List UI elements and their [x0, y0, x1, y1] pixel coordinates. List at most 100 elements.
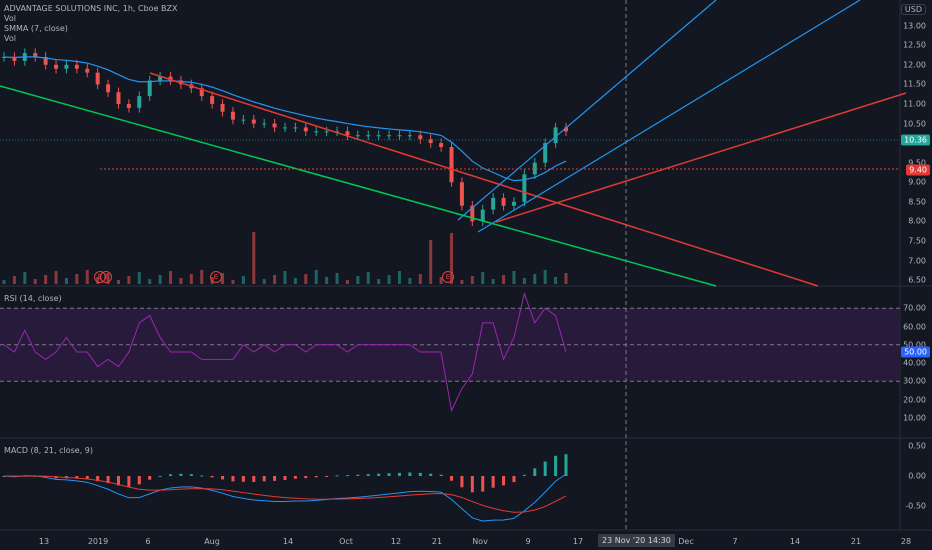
volume-bar: [200, 270, 204, 284]
rsi-tick: 30.00: [903, 376, 926, 386]
time-tick: Aug: [204, 537, 220, 546]
volume-bar: [397, 271, 401, 284]
candle-body: [74, 64, 79, 69]
level-price-tag: 9.40: [906, 164, 930, 176]
candle-body: [314, 131, 319, 133]
candle-body: [241, 119, 246, 121]
macd-tick: 0.00: [908, 471, 926, 481]
time-tick: 28: [900, 537, 912, 546]
macd-histogram-bar: [169, 474, 173, 476]
macd-tick: -0.50: [905, 501, 926, 511]
macd-histogram-bar: [325, 476, 329, 477]
time-tick: Oct: [339, 537, 353, 546]
crosshair-time: 14:30: [647, 536, 671, 545]
crosshair-date: 23 Nov '20: [602, 536, 646, 545]
volume-bar: [377, 279, 381, 284]
macd-label: MACD (8, 21, close, 9): [4, 446, 93, 455]
rsi-tick: 10.00: [903, 413, 926, 423]
red-ray-line: [495, 92, 907, 223]
macd-histogram-bar: [304, 476, 308, 479]
crosshair-time-label: 23 Nov '20 14:30: [598, 534, 675, 547]
volume-bar: [241, 276, 245, 284]
time-tick: Nov: [472, 537, 488, 546]
macd-histogram-bar: [522, 474, 526, 476]
rsi-tick: 50.00: [903, 340, 926, 350]
candle-body: [543, 143, 548, 163]
macd-histogram-bar: [127, 476, 131, 487]
candle-body: [54, 64, 59, 69]
candle-body: [335, 131, 340, 133]
macd-histogram-bar: [293, 476, 297, 479]
macd-histogram-bar: [189, 474, 193, 476]
volume-bar: [314, 270, 318, 284]
candle-body: [553, 127, 558, 144]
macd-histogram-bar: [85, 476, 89, 480]
macd-histogram-bar: [450, 476, 454, 481]
macd-histogram-bar: [470, 476, 474, 493]
price-tick: 6.50: [908, 275, 926, 285]
volume-bar: [356, 276, 360, 284]
macd-histogram-bar: [148, 476, 152, 480]
candle-body: [366, 135, 371, 137]
macd-histogram-bar: [158, 475, 162, 477]
candle-body: [293, 127, 298, 129]
candle-body: [137, 96, 142, 108]
volume-bar: [137, 272, 141, 284]
earnings-marker[interactable]: E: [442, 271, 454, 283]
candle-body: [158, 76, 163, 81]
macd-line: [3, 473, 567, 522]
earnings-marker[interactable]: E: [100, 271, 112, 283]
candle-body: [397, 135, 402, 137]
time-tick: 2019: [87, 537, 109, 546]
macd-histogram-bar: [283, 476, 287, 480]
volume-bar: [512, 271, 516, 284]
candle-body: [303, 127, 308, 132]
macd-histogram-bar: [262, 476, 266, 482]
candle-body: [532, 162, 537, 175]
volume-bar: [12, 276, 16, 284]
candle-body: [407, 135, 412, 137]
price-tick: 9.00: [908, 177, 926, 187]
candle-body: [480, 209, 485, 222]
rsi-legend: RSI (14, close): [4, 294, 62, 304]
macd-histogram-bar: [356, 474, 360, 476]
macd-histogram-bar: [366, 474, 370, 476]
candle-body: [210, 96, 215, 104]
volume-bar: [2, 280, 6, 284]
macd-tick: 0.50: [908, 441, 926, 451]
macd-histogram-bar: [221, 476, 225, 480]
volume-bar: [325, 277, 329, 284]
volume-bar: [158, 275, 162, 284]
price-tick: 12.00: [903, 60, 926, 70]
macd-histogram-bar: [564, 454, 568, 476]
candle-body: [387, 135, 392, 137]
macd-histogram-bar: [460, 476, 464, 488]
volume-bar: [169, 271, 173, 284]
macd-histogram-bar: [314, 476, 318, 478]
macd-histogram-bar: [533, 468, 537, 476]
candle-body: [147, 80, 152, 97]
candle-body: [95, 72, 100, 85]
macd-histogram-bar: [502, 476, 506, 486]
candle-body: [564, 127, 568, 132]
currency-button[interactable]: USD: [900, 4, 926, 15]
macd-histogram-bar: [75, 476, 79, 479]
earnings-marker[interactable]: E: [210, 271, 222, 283]
candle-body: [43, 56, 48, 65]
price-tick: 8.50: [908, 197, 926, 207]
candle-body: [262, 123, 267, 125]
macd-histogram-bar: [439, 474, 443, 476]
candle-body: [106, 84, 111, 93]
volume-bar: [439, 277, 443, 284]
candle-body: [522, 174, 527, 202]
volume-bar: [252, 232, 256, 284]
candle-body: [355, 135, 360, 137]
macd-legend: MACD (8, 21, close, 9): [4, 446, 93, 456]
price-tick: 7.50: [908, 236, 926, 246]
price-tick: 11.50: [903, 79, 926, 89]
price-tick: 10.50: [903, 119, 926, 128]
candle-body: [324, 131, 329, 133]
macd-histogram-bar: [335, 475, 339, 477]
time-tick: 6: [145, 537, 151, 546]
